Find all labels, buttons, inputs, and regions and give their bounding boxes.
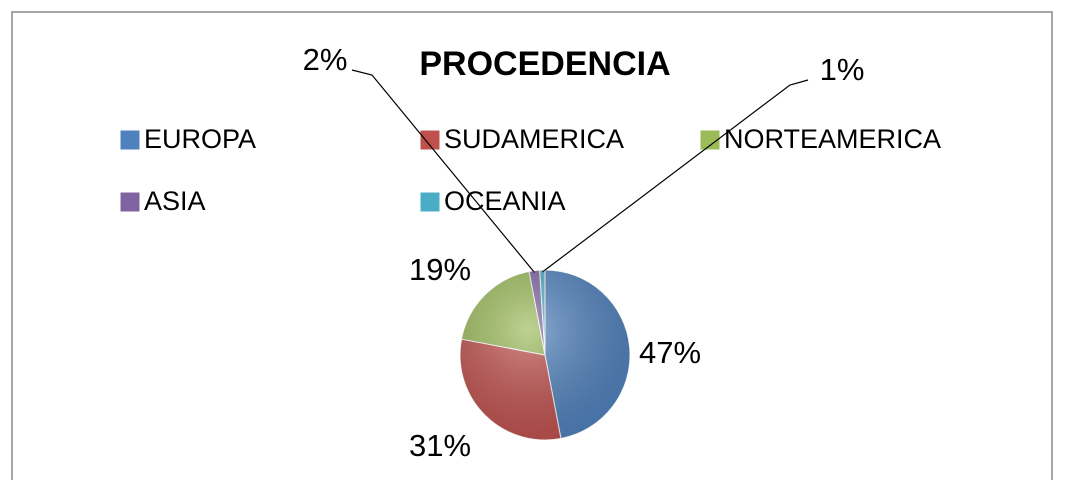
data-label: 31% [409,428,471,463]
legend-label: NORTEAMERICA [724,124,941,154]
legend-swatch [119,129,141,151]
legend-label: SUDAMERICA [444,124,624,154]
legend-swatch [699,129,721,151]
legend-label: ASIA [144,186,206,216]
legend-swatch [119,191,141,213]
legend-swatch [419,129,441,151]
leader-line [542,79,809,273]
data-label: 1% [820,52,865,87]
legend-swatch [419,191,441,213]
leader-line [351,69,536,274]
data-label: 2% [303,42,348,77]
data-label: 47% [639,335,701,370]
legend-label: OCEANIA [444,186,566,216]
chart-title: PROCEDENCIA [419,45,670,83]
data-label: 19% [409,252,471,287]
legend-label: EUROPA [144,124,256,154]
